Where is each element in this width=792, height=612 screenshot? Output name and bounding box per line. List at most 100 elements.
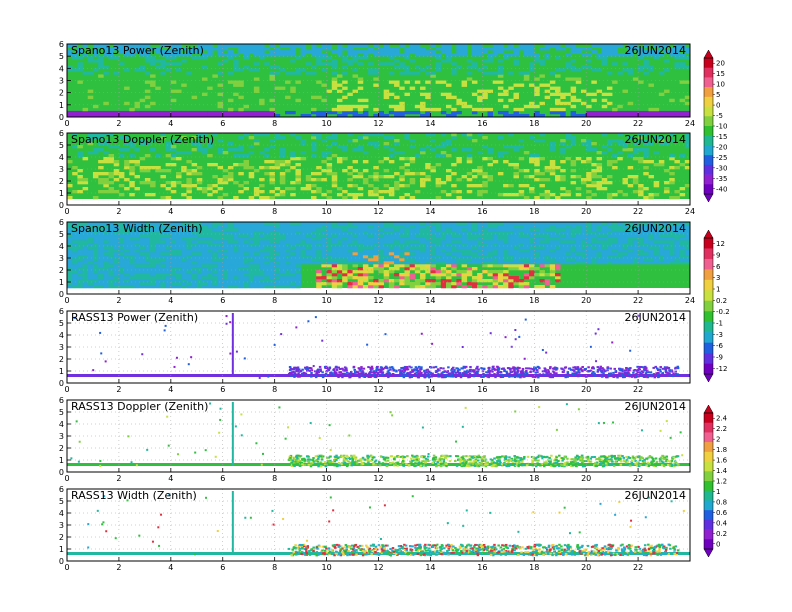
- heatmap-cell: [124, 136, 130, 140]
- heatmap-cell: [186, 237, 192, 241]
- heatmap-cell: [352, 113, 359, 117]
- heatmap-cell: [311, 202, 317, 205]
- heatmap-cell: [170, 282, 177, 286]
- data-point: [452, 366, 455, 369]
- heatmap-cell: [295, 178, 301, 182]
- heatmap-cell: [534, 273, 540, 277]
- heatmap-cell: [347, 252, 353, 256]
- heatmap-cell: [430, 258, 436, 262]
- heatmap-cell: [160, 255, 166, 259]
- heatmap-cell: [243, 246, 250, 250]
- heatmap-cell: [82, 246, 89, 250]
- heatmap-cell: [534, 249, 540, 253]
- heatmap-cell: [596, 225, 603, 229]
- heatmap-cell: [347, 228, 353, 232]
- heatmap-cell: [627, 240, 634, 244]
- heatmap-cell: [586, 199, 592, 203]
- heatmap-cell: [217, 258, 224, 262]
- heatmap-cell: [331, 246, 338, 250]
- heatmap-cell: [445, 50, 452, 54]
- heatmap-cell: [430, 133, 436, 137]
- heatmap-cell: [565, 291, 571, 294]
- heatmap-cell: [160, 71, 166, 75]
- heatmap-cell: [643, 110, 649, 115]
- heatmap-cell: [150, 184, 156, 188]
- heatmap-cell: [362, 276, 369, 280]
- heatmap-cell: [435, 163, 442, 167]
- heatmap-cell: [207, 240, 213, 244]
- heatmap-cell: [67, 291, 73, 294]
- heatmap-cell: [529, 160, 535, 164]
- heatmap-cell: [575, 237, 582, 241]
- heatmap-cell: [534, 291, 540, 294]
- heatmap-cell: [186, 172, 192, 176]
- heatmap-cell: [92, 285, 99, 289]
- heatmap-cell: [487, 243, 494, 247]
- heatmap-cell: [575, 113, 582, 117]
- heatmap-cell: [653, 246, 660, 250]
- heatmap-cell: [108, 133, 115, 137]
- heatmap-cell: [186, 288, 192, 292]
- heatmap-cell: [596, 288, 603, 292]
- heatmap-cell: [648, 83, 654, 87]
- heatmap-cell: [606, 240, 613, 244]
- heatmap-cell: [72, 252, 78, 256]
- heatmap-cell: [669, 288, 675, 292]
- heatmap-cell: [570, 222, 577, 226]
- heatmap-cell: [233, 110, 239, 115]
- heatmap-cell: [342, 225, 348, 229]
- heatmap-cell: [300, 261, 307, 265]
- heatmap-cell: [196, 231, 203, 235]
- heatmap-cell: [497, 154, 504, 158]
- heatmap-cell: [539, 258, 545, 262]
- heatmap-cell: [207, 252, 213, 256]
- heatmap-cell: [586, 59, 592, 63]
- heatmap-cell: [227, 291, 234, 294]
- heatmap-cell: [196, 273, 203, 277]
- heatmap-cell: [632, 291, 639, 294]
- heatmap-cell: [186, 282, 192, 286]
- heatmap-cell: [264, 196, 270, 200]
- heatmap-cell: [471, 291, 478, 294]
- heatmap-cell: [414, 249, 421, 253]
- heatmap-cell: [259, 222, 265, 226]
- heatmap-cell: [409, 243, 416, 247]
- heatmap-cell: [186, 246, 192, 250]
- heatmap-cell: [201, 222, 208, 226]
- heatmap-cell: [669, 199, 675, 203]
- heatmap-cell: [103, 252, 109, 256]
- heatmap-cell: [77, 202, 83, 205]
- heatmap-cell: [482, 243, 488, 247]
- heatmap-cell: [549, 44, 556, 48]
- heatmap-cell: [233, 237, 239, 241]
- heatmap-cell: [264, 258, 270, 262]
- heatmap-cell: [316, 187, 322, 191]
- heatmap-cell: [445, 231, 452, 235]
- heatmap-cell: [248, 279, 255, 283]
- heatmap-cell: [316, 225, 322, 229]
- heatmap-cell: [591, 246, 597, 250]
- heatmap-cell: [383, 53, 390, 57]
- heatmap-cell: [243, 47, 250, 51]
- heatmap-cell: [658, 44, 665, 48]
- heatmap-cell: [435, 184, 442, 188]
- heatmap-cell: [503, 228, 509, 232]
- heatmap-cell: [461, 175, 468, 179]
- heatmap-cell: [285, 80, 291, 84]
- heatmap-cell: [92, 252, 99, 256]
- heatmap-cell: [653, 110, 660, 115]
- heatmap-cell: [103, 47, 109, 51]
- heatmap-cell: [124, 267, 130, 271]
- heatmap-cell: [150, 285, 156, 289]
- heatmap-cell: [378, 47, 384, 51]
- heatmap-cell: [487, 273, 494, 277]
- heatmap-cell: [238, 172, 244, 176]
- heatmap-cell: [497, 151, 504, 155]
- heatmap-cell: [487, 178, 494, 182]
- heatmap-cell: [191, 163, 198, 167]
- heatmap-cell: [290, 243, 296, 247]
- heatmap-cell: [565, 252, 571, 256]
- heatmap-cell: [544, 53, 551, 57]
- heatmap-cell: [404, 199, 410, 203]
- heatmap-cell: [399, 53, 405, 57]
